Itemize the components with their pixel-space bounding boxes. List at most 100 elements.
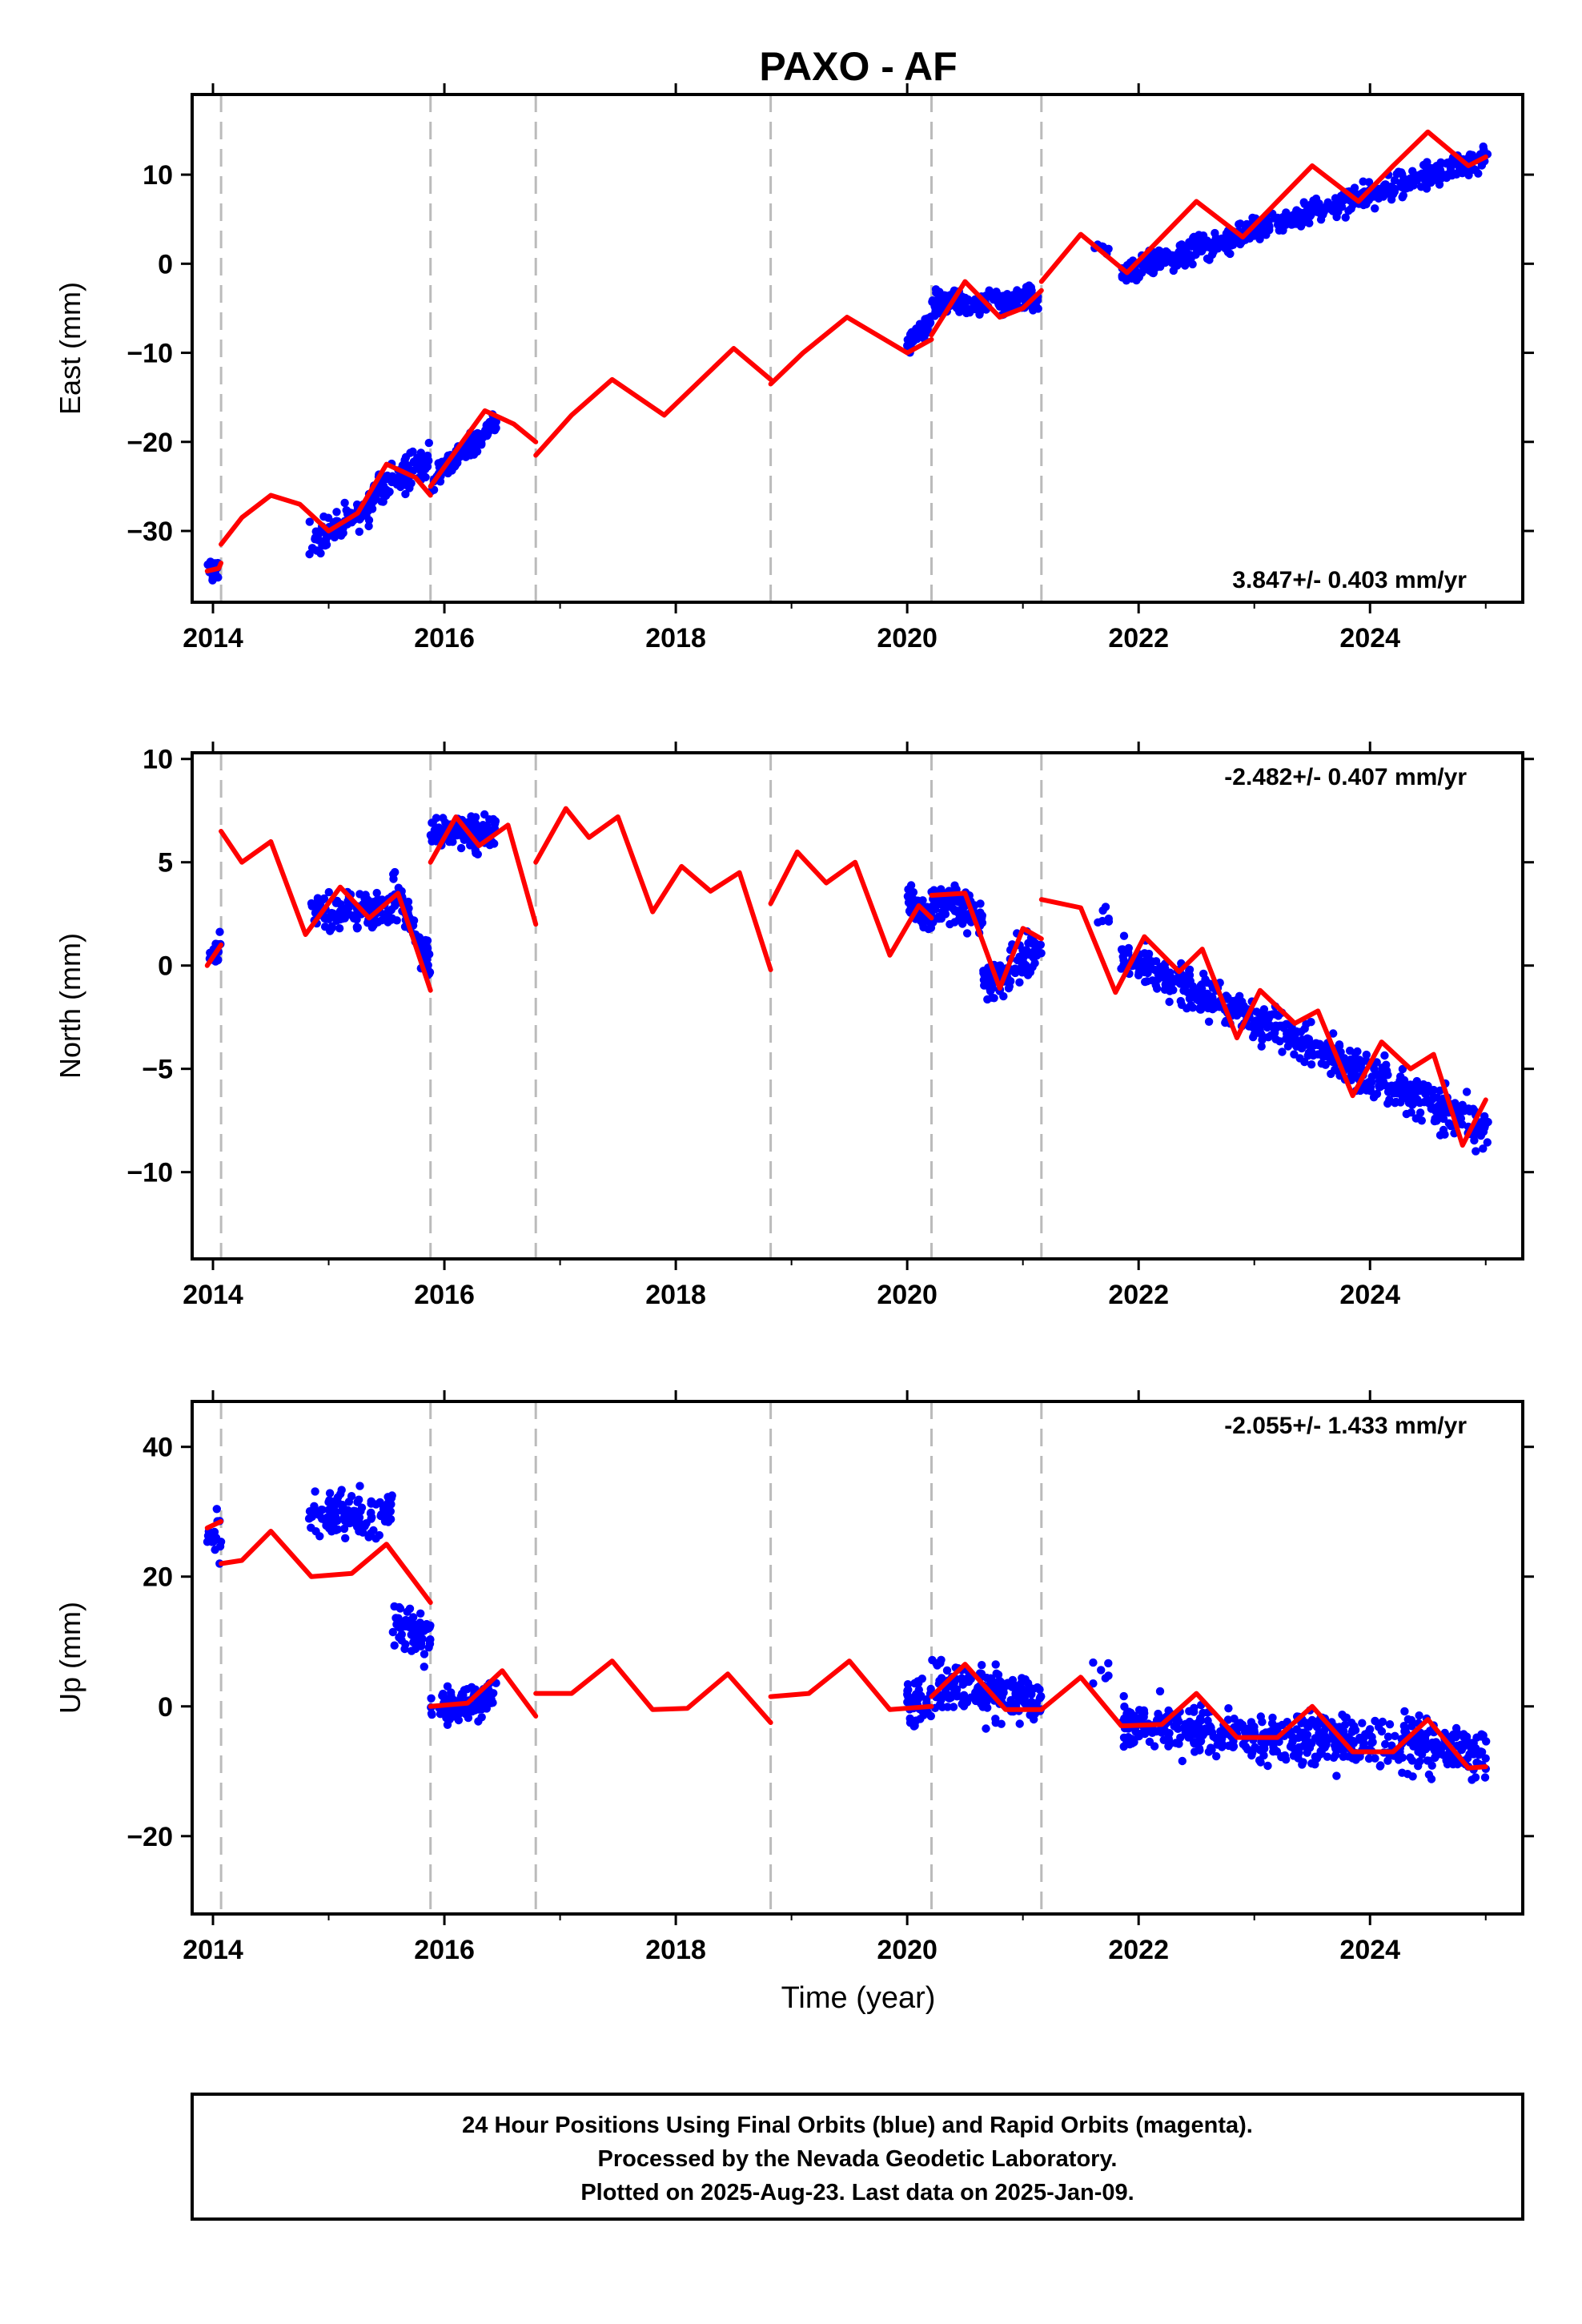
data-point	[395, 1602, 404, 1612]
data-point	[1422, 1729, 1431, 1739]
data-point	[1335, 196, 1344, 205]
data-point	[392, 916, 401, 925]
data-point	[1460, 1731, 1469, 1740]
data-point	[328, 1519, 338, 1529]
data-point	[1006, 977, 1015, 986]
data-point	[336, 1490, 345, 1498]
x-tick-label: 2020	[877, 1935, 938, 1965]
data-point	[1160, 1726, 1170, 1735]
data-point	[1415, 1108, 1425, 1117]
data-point	[948, 898, 957, 907]
data-point	[998, 1688, 1006, 1697]
data-point	[388, 1627, 397, 1637]
x-tick-label: 2018	[645, 1935, 706, 1965]
data-point	[1098, 916, 1107, 926]
data-point	[1289, 1027, 1299, 1035]
data-point	[903, 341, 912, 350]
data-point	[1407, 1715, 1416, 1725]
data-point	[1186, 1001, 1195, 1010]
data-point	[424, 456, 433, 465]
data-point	[1126, 1716, 1135, 1726]
data-point	[1037, 949, 1046, 958]
data-point	[1406, 1753, 1415, 1762]
data-point	[1431, 1738, 1440, 1747]
model-curve	[204, 942, 224, 968]
data-point	[1187, 241, 1196, 250]
data-point	[1211, 228, 1219, 238]
data-point	[1355, 1055, 1364, 1065]
model-curve	[768, 1659, 934, 1712]
data-point	[1253, 230, 1262, 239]
data-point	[1243, 1724, 1251, 1734]
data-point	[1196, 981, 1206, 990]
data-point	[1396, 1072, 1405, 1081]
data-point	[1353, 1047, 1362, 1056]
data-point	[1158, 973, 1168, 982]
data-point	[325, 1489, 335, 1498]
data-point	[319, 512, 328, 521]
data-point	[1380, 1051, 1389, 1060]
data-point	[1321, 1060, 1330, 1069]
data-point	[1194, 242, 1203, 251]
data-point	[1025, 950, 1034, 959]
data-point	[1214, 243, 1223, 252]
data-point	[1303, 1748, 1311, 1757]
data-point	[1234, 1723, 1243, 1732]
data-point	[1329, 1753, 1339, 1762]
data-point	[975, 310, 984, 319]
data-point	[420, 1621, 429, 1630]
data-point	[1230, 235, 1239, 244]
data-point	[1313, 199, 1323, 207]
data-point	[345, 1518, 354, 1528]
data-point	[990, 994, 998, 1003]
model-curve	[428, 1668, 539, 1719]
data-point	[1429, 1085, 1439, 1095]
data-point	[369, 1526, 378, 1535]
data-point	[978, 1703, 987, 1711]
data-point	[1186, 251, 1195, 260]
y-tick-label: 10	[143, 160, 173, 191]
data-point	[1027, 286, 1036, 296]
data-point	[1459, 1743, 1468, 1752]
data-point	[1157, 256, 1166, 265]
data-point	[923, 324, 932, 334]
data-point	[988, 289, 998, 299]
data-point	[1300, 1057, 1309, 1067]
data-point	[1004, 983, 1014, 993]
data-point	[959, 294, 969, 304]
data-point	[340, 498, 349, 508]
data-point	[312, 546, 321, 555]
data-point	[329, 1504, 339, 1514]
data-point	[1317, 1734, 1326, 1743]
data-point	[1119, 955, 1128, 965]
data-point	[1371, 1716, 1379, 1726]
model-curve	[219, 1529, 433, 1606]
data-point	[1119, 1691, 1128, 1701]
footer-line-3: Plotted on 2025-Aug-23. Last data on 202…	[580, 2180, 1134, 2205]
data-point	[1127, 1735, 1136, 1743]
y-axis-label: Up (mm)	[54, 1602, 86, 1714]
data-point	[453, 1707, 462, 1716]
data-point	[1256, 1712, 1266, 1721]
data-point	[949, 904, 958, 913]
data-point	[942, 1666, 952, 1675]
data-point	[1178, 1756, 1187, 1766]
y-tick-label: −10	[126, 339, 173, 369]
data-point	[1174, 1739, 1183, 1748]
x-tick-label: 2014	[183, 1935, 243, 1965]
data-point	[1154, 246, 1163, 255]
y-axis-label: North (mm)	[54, 933, 86, 1079]
data-point	[904, 885, 913, 894]
data-point	[353, 1498, 362, 1506]
data-point	[1255, 1010, 1264, 1019]
data-point	[909, 337, 918, 346]
data-point	[958, 1674, 966, 1683]
data-point	[1480, 1112, 1489, 1121]
data-point	[1420, 175, 1429, 184]
data-point	[409, 457, 419, 466]
data-point	[1382, 1060, 1391, 1069]
panel-east: 2014 2016 2018 2020 2022 2024 −30 −20 −10 0 10 East…	[54, 83, 1534, 653]
data-point	[1158, 963, 1166, 972]
data-point	[1035, 1694, 1045, 1703]
footer-line-2: Processed by the Nevada Geodetic Laborat…	[598, 2146, 1118, 2172]
